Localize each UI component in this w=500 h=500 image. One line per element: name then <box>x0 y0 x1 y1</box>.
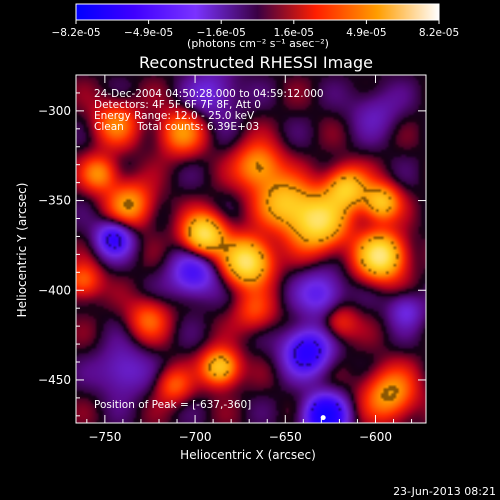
colorbar-tick-label: −8.2e-05 <box>51 27 100 39</box>
annotation-energy-range: Energy Range: 12.0 - 25.0 keV <box>94 110 255 122</box>
y-tick-label: −400 <box>38 283 71 297</box>
y-tick-label: −300 <box>38 104 71 118</box>
x-tick-label: −600 <box>359 430 392 444</box>
y-tick-label: −350 <box>38 194 71 208</box>
colorbar <box>75 3 440 21</box>
plot-frame <box>75 74 427 424</box>
y-tick-label: −450 <box>38 373 71 387</box>
heatmap-image <box>76 75 426 423</box>
x-tick-label: −700 <box>179 430 212 444</box>
colorbar-tick-label: 1.6e-05 <box>274 27 314 39</box>
peak-position-label: Position of Peak = [-637,-360] <box>94 399 251 411</box>
colorbar-tick-label: −1.6e-05 <box>197 27 246 39</box>
annotation-clean-counts: Clean Total counts: 6.39E+03 <box>94 121 259 133</box>
chart-title: Reconstructed RHESSI Image <box>139 53 373 72</box>
peak-marker <box>320 415 326 421</box>
y-axis-label: Heliocentric Y (arcsec) <box>15 183 29 318</box>
heatmap-area <box>76 75 426 423</box>
x-tick-label: −750 <box>88 430 121 444</box>
footer-timestamp: 23-Jun-2013 08:21 <box>393 485 496 498</box>
colorbar-ticks: −8.2e-05 −4.9e-05 −1.6e-05 1.6e-05 4.9e-05 8.… <box>51 20 459 39</box>
annotation-time-range: 24-Dec-2004 04:50:28.000 to 04:59:12.000 <box>94 88 324 100</box>
x-axis-label: Heliocentric X (arcsec) <box>180 448 316 462</box>
colorbar-tick-label: −4.9e-05 <box>124 27 173 39</box>
colorbar-unit-label: (photons cm⁻² s⁻¹ asec⁻²) <box>187 37 329 50</box>
colorbar-tick-label: 8.2e-05 <box>419 27 459 39</box>
axis-ticks: −750 −700 −650 −600 −300 −350 −400 −450 <box>38 75 426 444</box>
annotation-detectors: Detectors: 4F 5F 6F 7F 8F, Att 0 <box>94 99 261 111</box>
colorbar-tick-label: 4.9e-05 <box>346 27 386 39</box>
x-tick-label: −650 <box>269 430 302 444</box>
